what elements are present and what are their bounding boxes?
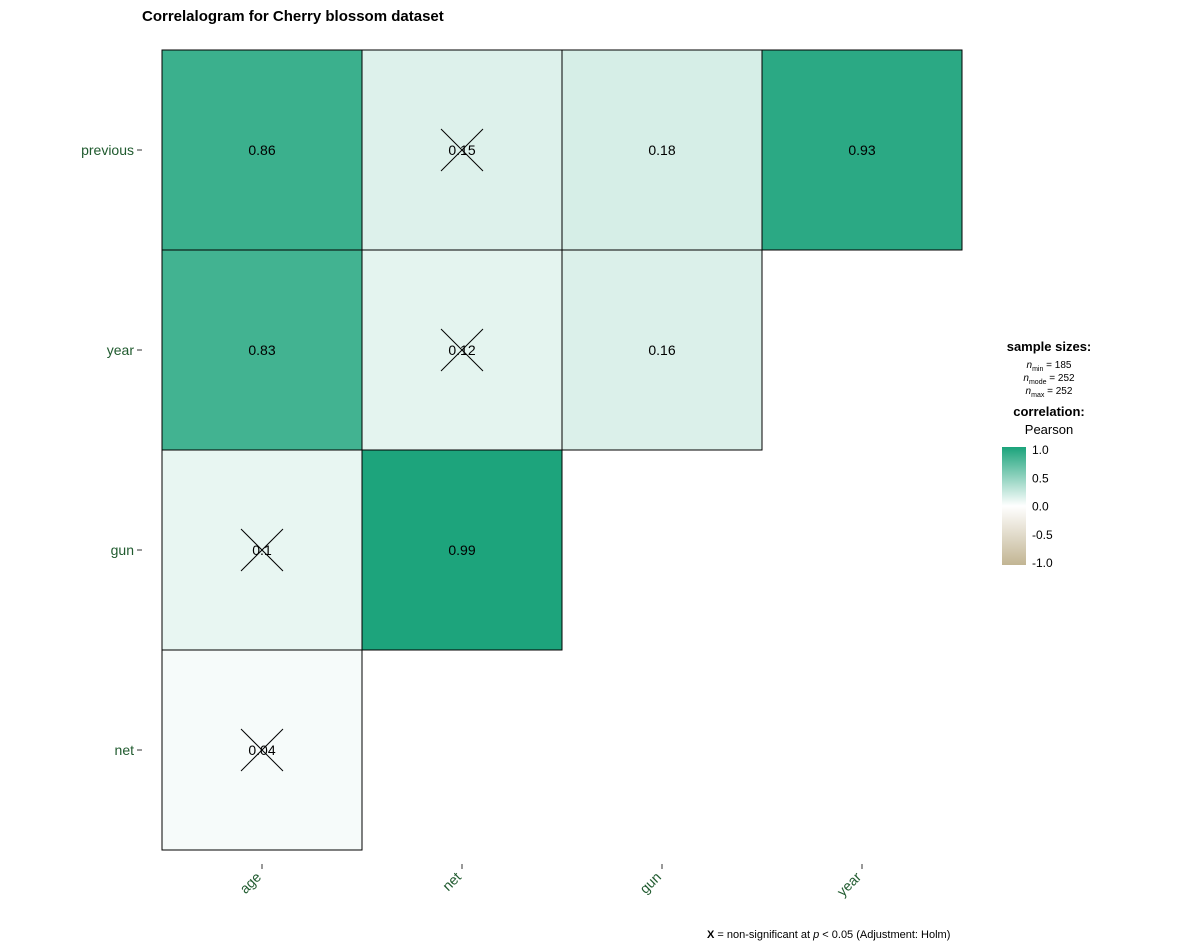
legend-tick-label: 1.0 — [1032, 443, 1049, 457]
caption: X = non-significant at p < 0.05 (Adjustm… — [707, 929, 950, 941]
y-tick-label: gun — [111, 542, 134, 558]
x-axis-labels: age net gun year — [236, 864, 864, 899]
nonsignificant-cross-line — [240, 728, 284, 772]
legend: sample sizes: nmin = 185 nmode = 252 nma… — [1002, 339, 1091, 570]
heatmap-cell: 0.99 — [361, 449, 563, 651]
legend-n-max: nmax = 252 — [1026, 386, 1073, 399]
legend-sample-sizes-title: sample sizes: — [1007, 339, 1092, 354]
x-tick-label: net — [439, 869, 464, 894]
x-tick-label: year — [834, 869, 865, 900]
legend-correlation-title: correlation: — [1013, 404, 1085, 419]
x-tick-label: age — [236, 869, 264, 897]
heatmap-cell: 0.18 — [561, 49, 763, 251]
heatmap-cell: 0.1 — [161, 449, 363, 651]
heatmap-cell: 0.93 — [761, 49, 963, 251]
legend-method: Pearson — [1025, 422, 1073, 437]
legend-ticks: 1.0 0.5 0.0 -0.5 -1.0 — [1032, 443, 1053, 570]
cell-value-label: 0.18 — [648, 142, 675, 158]
cell-rect — [561, 249, 763, 451]
heatmap-cell: 0.15 — [361, 49, 563, 251]
chart-title: Correlalogram for Cherry blossom dataset — [142, 8, 444, 25]
heatmap-cell: 0.86 — [161, 49, 363, 251]
legend-tick-label: 0.5 — [1032, 471, 1049, 485]
legend-tick-label: -1.0 — [1032, 556, 1053, 570]
heatmap-cell: 0.83 — [161, 249, 363, 451]
legend-tick-label: 0.0 — [1032, 500, 1049, 514]
cell-value-label: 0.93 — [848, 142, 875, 158]
heatmap-cell: 0.04 — [161, 649, 363, 851]
cell-value-label: 0.86 — [248, 142, 275, 158]
cell-rect — [361, 449, 563, 651]
legend-n-min: nmin = 185 — [1027, 360, 1072, 373]
heatmap-cells: 0.86 0.15 0.18 0.93 0.83 0.12 0.16 0.1 0.99 0.04 — [161, 49, 963, 851]
cell-value-label: 0.99 — [448, 542, 475, 558]
cell-rect — [161, 49, 363, 251]
y-axis-labels: previous year gun net — [81, 142, 142, 758]
y-tick-label: net — [115, 742, 135, 758]
legend-colorbar — [1002, 447, 1026, 565]
nonsignificant-cross-line — [240, 528, 284, 572]
legend-n-mode: nmode = 252 — [1023, 373, 1075, 386]
cell-value-label: 0.83 — [248, 342, 275, 358]
nonsignificant-cross-line — [440, 328, 484, 372]
heatmap-cell: 0.12 — [361, 249, 563, 451]
y-tick-label: year — [107, 342, 135, 358]
cell-value-label: 0.16 — [648, 342, 675, 358]
legend-tick-label: -0.5 — [1032, 528, 1053, 542]
cell-rect — [561, 49, 763, 251]
cell-rect — [761, 49, 963, 251]
x-tick-label: gun — [636, 869, 664, 897]
y-tick-label: previous — [81, 142, 134, 158]
heatmap-cell: 0.16 — [561, 249, 763, 451]
nonsignificant-cross-line — [440, 128, 484, 172]
